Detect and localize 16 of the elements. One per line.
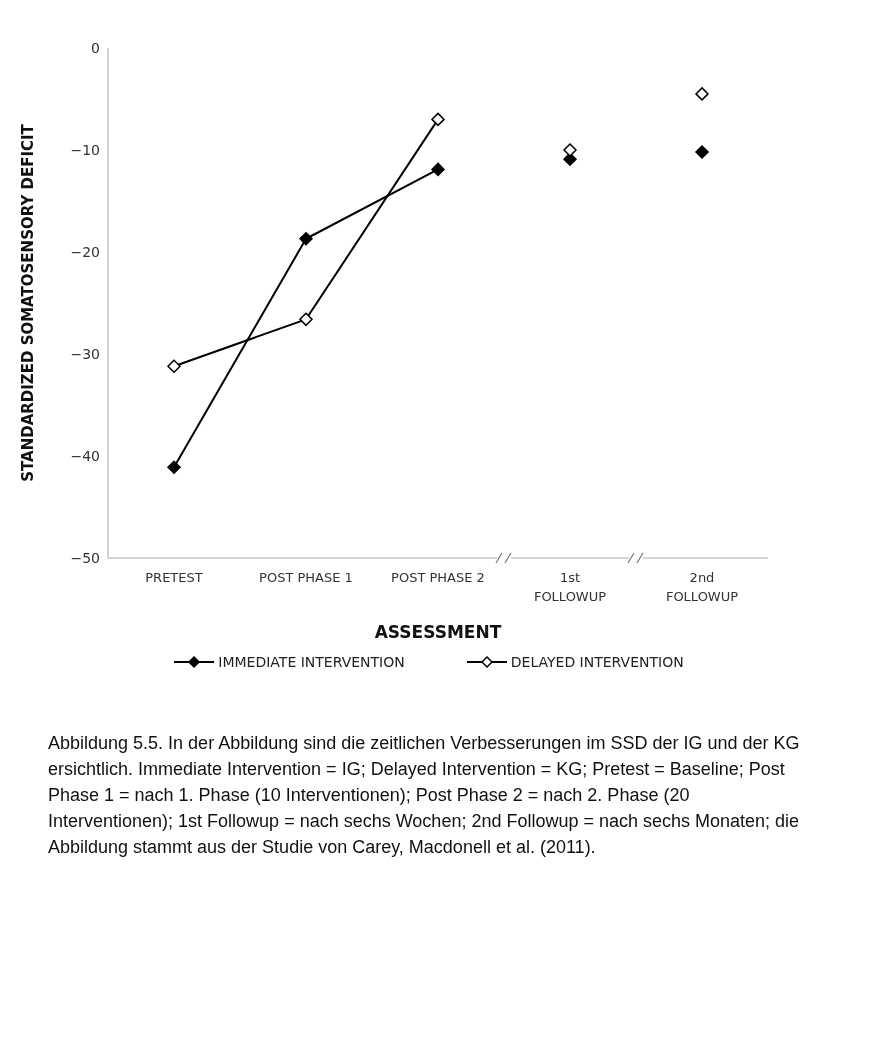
legend-label: IMMEDIATE INTERVENTION [218, 654, 405, 670]
y-tick-label: −30 [70, 345, 100, 362]
y-tick-label: −10 [70, 141, 100, 158]
y-tick-label: −40 [70, 447, 100, 464]
x-axis-title: ASSESSMENT [374, 622, 502, 642]
legend-label: DELAYED INTERVENTION [510, 654, 684, 670]
y-tick-label: 0 [91, 39, 100, 56]
x-tick-label: POST PHASE 2 [391, 570, 485, 585]
y-tick-label: −20 [70, 243, 100, 260]
y-axis-title: STANDARDIZED SOMATOSENSORY DEFICIT [19, 123, 38, 482]
x-tick-label: PRETEST [145, 570, 203, 585]
y-tick-label: −50 [70, 549, 100, 566]
x-tick-label: POST PHASE 1 [259, 570, 353, 585]
x-tick-label: 2nd FOLLOWUP [665, 570, 739, 604]
text: Abbildung 5.5. In der Abbildung sind die zeitlichen Verbesserungen im SSD der IG und der KG ersichtlich. Immediate Intervention = IG; Delayed Intervention = KG; Pretest = Baseline; Post Phase 1 = nach 1. Phase (10 Interventionen); Post Phase 2 = nach 2. Phase (20 Interventionen); 1st Followup = nach sechs Wochen; 2nd Followup = nach sechs Monaten; die Abbildung stammt aus der Studie von Carey, Macdonell et al. (2011). [48, 732, 801, 859]
x-tick-label: 1st FOLLOWUP [533, 570, 607, 604]
